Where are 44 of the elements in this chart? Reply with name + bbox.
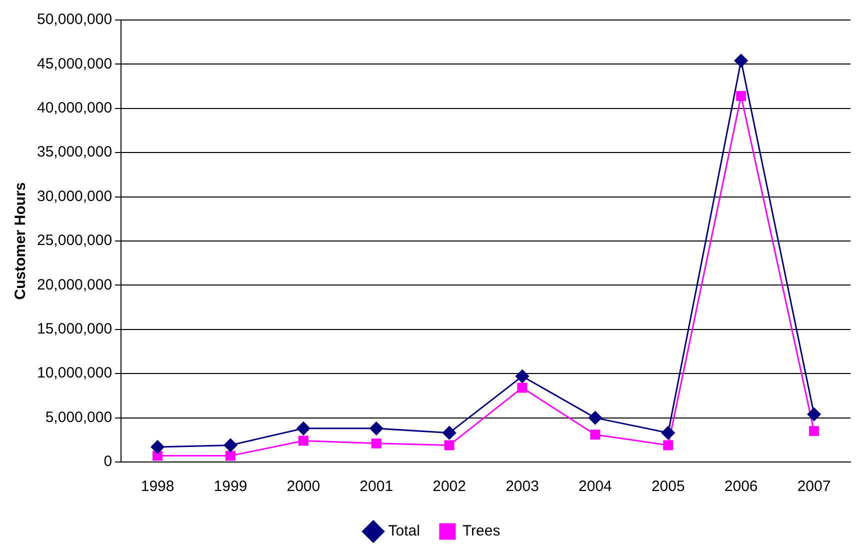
point	[152, 450, 163, 461]
y-tick-label: 30,000,000	[36, 188, 112, 205]
point	[371, 438, 382, 448]
y-tick-label: 25,000,000	[36, 232, 112, 250]
x-tick-label: 2004	[578, 478, 612, 496]
point	[225, 450, 236, 461]
x-tick-label: 2002	[432, 478, 466, 496]
y-tick-label: 0	[104, 453, 112, 470]
x-tick-label: 2005	[651, 478, 685, 496]
x-tick-label: 2000	[286, 478, 320, 496]
point	[298, 436, 308, 446]
x-tick-label: 1998	[140, 478, 174, 496]
y-tick-label: 15,000,000	[36, 320, 112, 338]
point	[517, 382, 528, 393]
x-tick-label: 2007	[797, 478, 831, 496]
point	[150, 440, 164, 454]
point	[442, 426, 456, 440]
x-tick-label: 2006	[724, 478, 758, 496]
point	[590, 430, 600, 440]
legend-label: Trees	[462, 522, 500, 540]
legend-label: Total	[388, 522, 420, 540]
point	[736, 91, 746, 102]
point	[224, 438, 238, 452]
y-tick-label: 35,000,000	[36, 144, 112, 161]
y-tick-label: 10,000,000	[36, 364, 112, 382]
y-axis-title: Customer Hours	[12, 182, 30, 300]
y-tick-label: 5,000,000	[45, 408, 112, 426]
point	[809, 426, 820, 436]
y-tick-label: 45,000,000	[36, 55, 112, 72]
point	[516, 370, 530, 383]
point	[807, 408, 821, 422]
point	[370, 422, 384, 436]
point	[661, 426, 675, 440]
x-tick-label: 1999	[214, 478, 248, 496]
x-tick-label: 2001	[360, 478, 394, 496]
y-tick-label: 50,000,000	[36, 11, 112, 28]
point	[663, 440, 674, 450]
y-tick-label: 40,000,000	[36, 100, 112, 117]
point	[588, 411, 602, 425]
point	[444, 440, 454, 450]
point	[734, 54, 748, 68]
x-tick-label: 2003	[506, 478, 539, 496]
y-tick-label: 20,000,000	[36, 276, 112, 294]
point	[296, 422, 310, 436]
